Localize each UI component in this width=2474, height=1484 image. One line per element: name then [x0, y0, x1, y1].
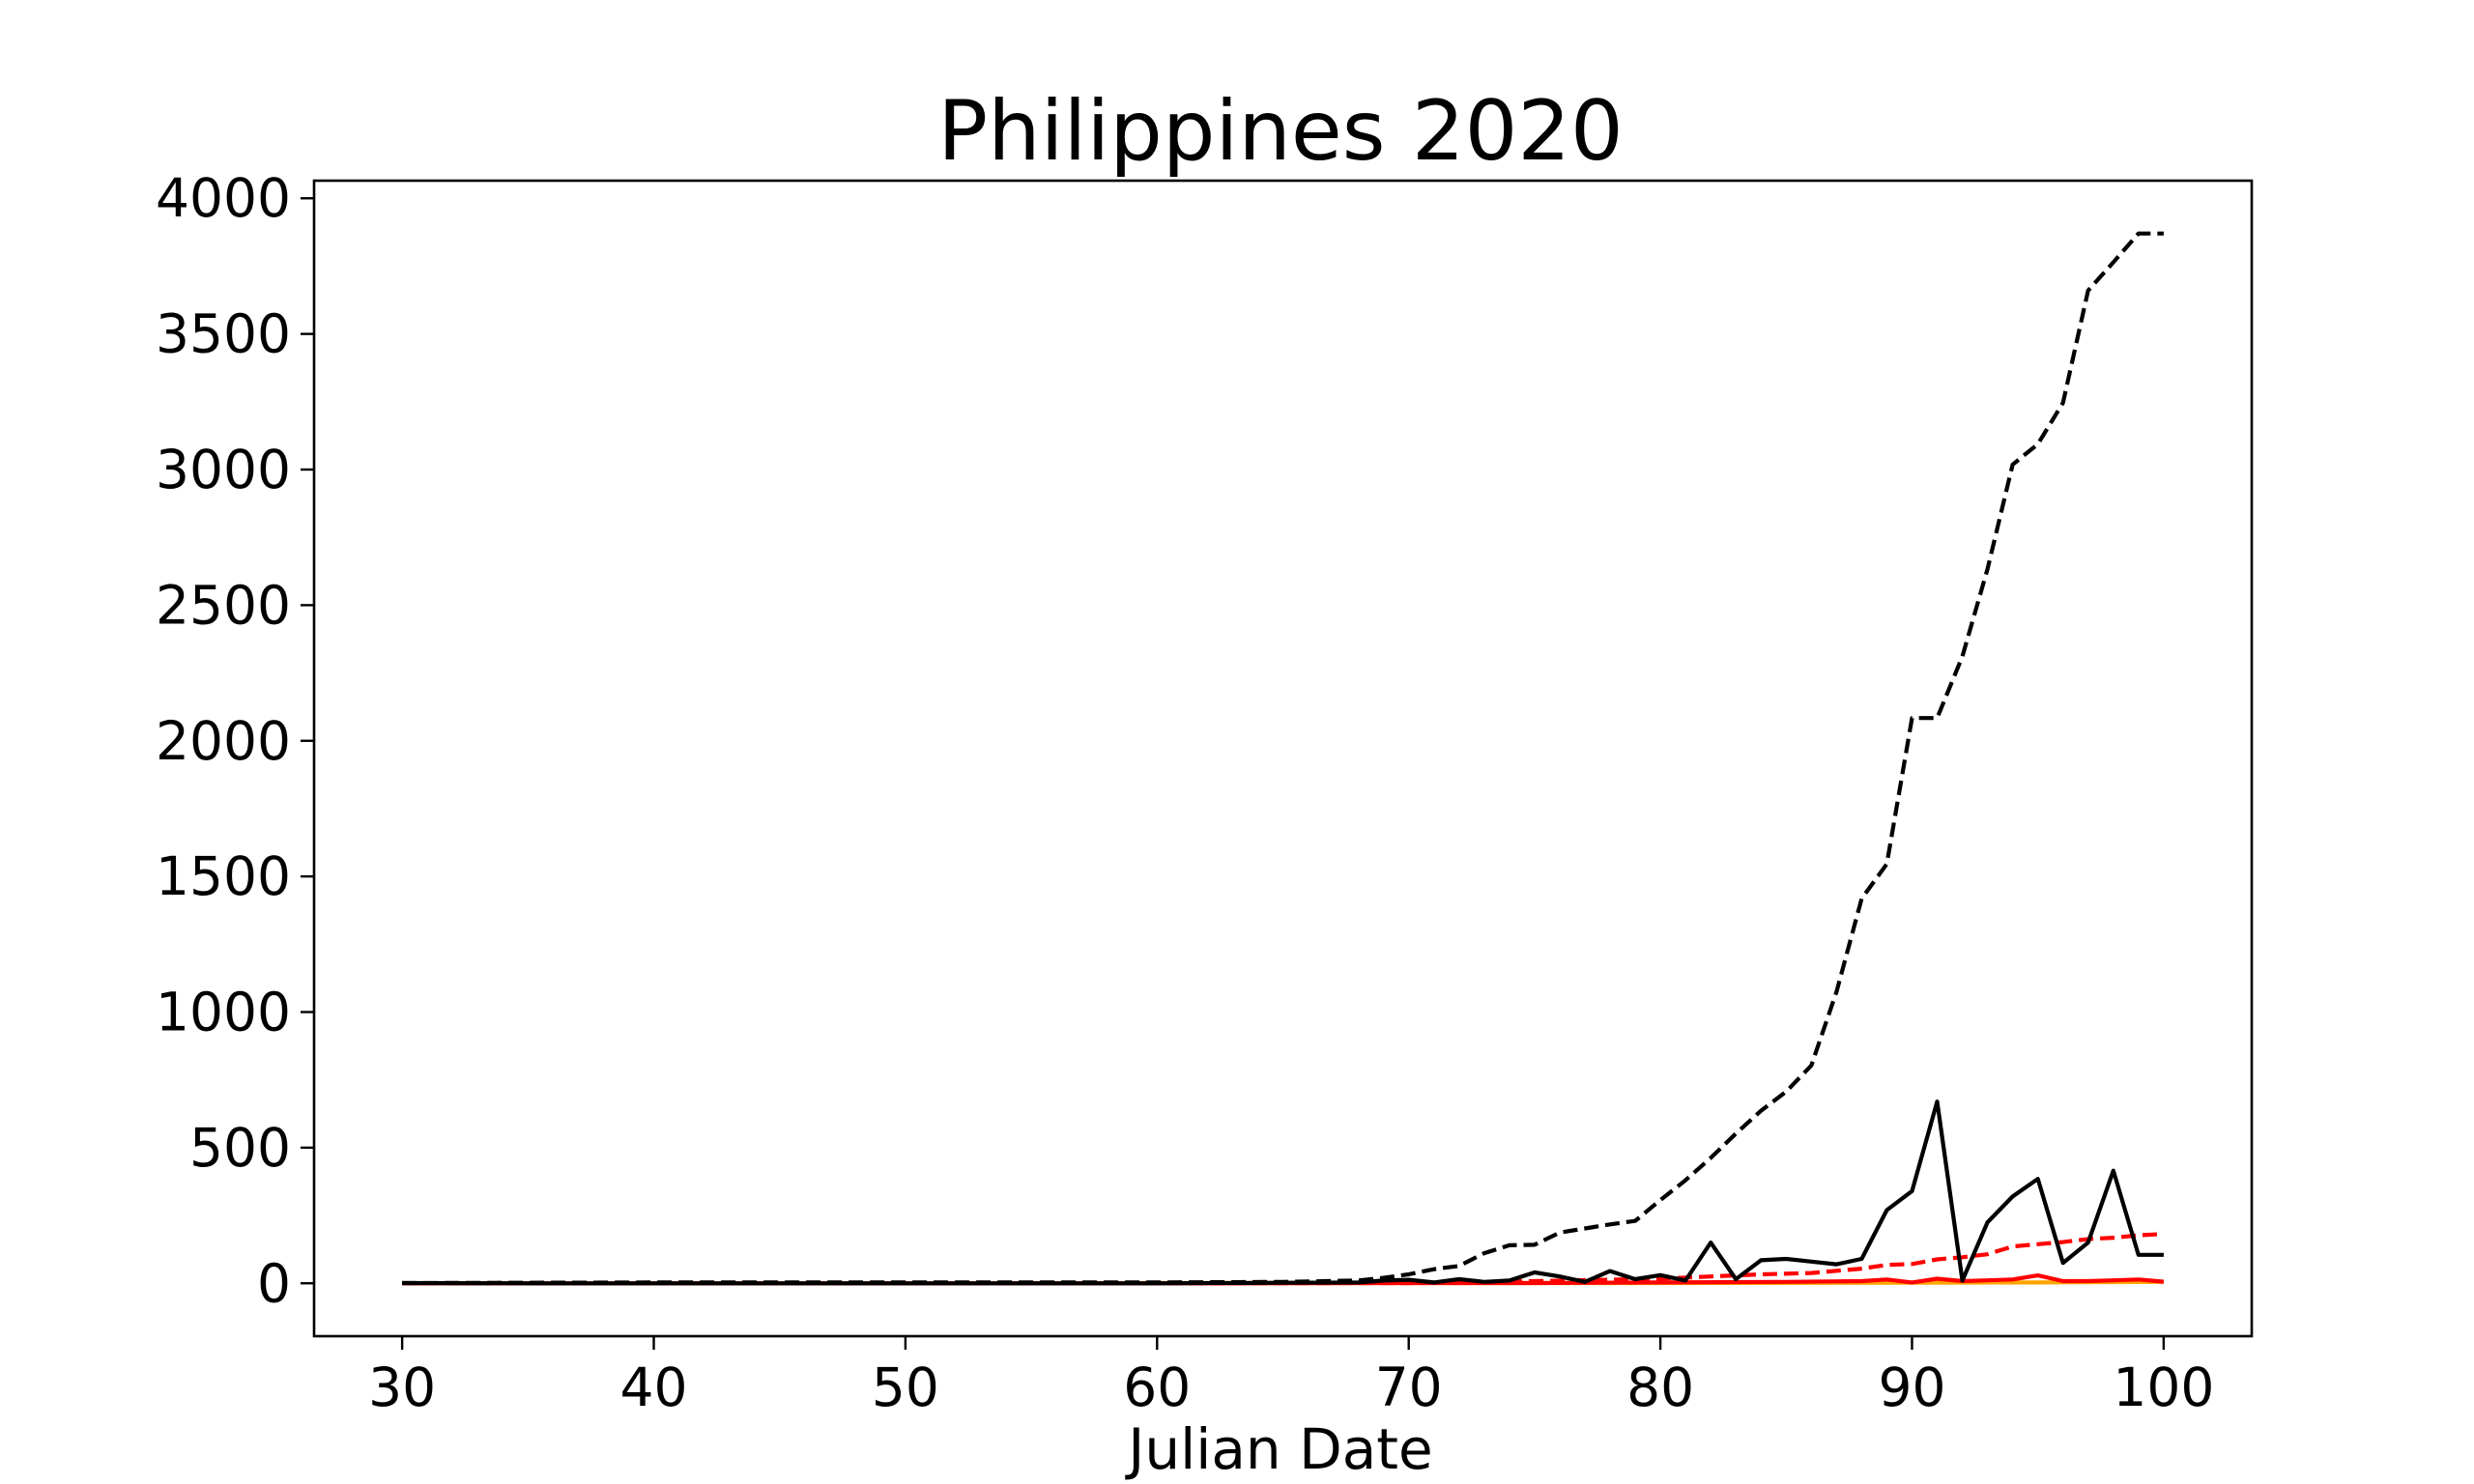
y-tick-label: 2500 — [156, 574, 291, 636]
x-tick-label: 70 — [1375, 1356, 1443, 1418]
series-layer — [402, 231, 2165, 1286]
ticks-layer: 30 40 50 60 70 80 90 10005001000150020002500300… — [156, 167, 2214, 1418]
y-tick-label: 500 — [189, 1117, 291, 1179]
series-line-cumulative-cases — [402, 231, 2164, 1286]
x-axis-label: Julian Date — [1125, 1416, 1432, 1482]
x-tick-label: 100 — [2113, 1356, 2214, 1418]
x-tick-label: 80 — [1626, 1356, 1694, 1418]
plot-frame — [312, 179, 2254, 1338]
x-tick-label: 60 — [1123, 1356, 1191, 1418]
x-tick-label: 50 — [872, 1356, 939, 1418]
y-tick-label: 4000 — [156, 167, 291, 229]
x-tick-label: 40 — [620, 1356, 688, 1418]
y-tick-label: 3500 — [156, 303, 291, 365]
x-tick-label: 30 — [368, 1356, 436, 1418]
y-tick-label: 0 — [257, 1252, 291, 1314]
x-tick-label: 90 — [1878, 1356, 1945, 1418]
y-tick-label: 1000 — [156, 982, 291, 1043]
y-tick-label: 3000 — [156, 439, 291, 500]
chart-title: Philippines 2020 — [937, 83, 1624, 180]
y-tick-label: 1500 — [156, 845, 291, 907]
y-tick-label: 2000 — [156, 710, 291, 772]
